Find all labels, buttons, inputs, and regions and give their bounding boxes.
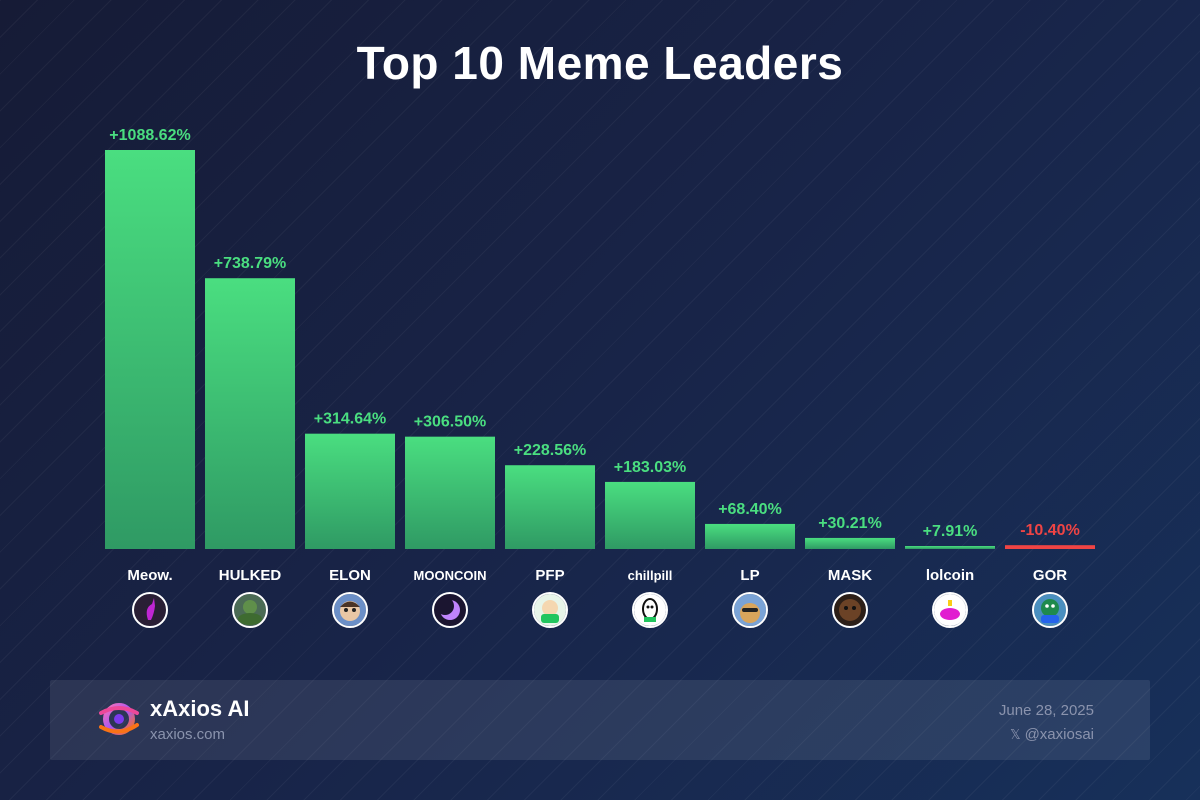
chart-title: Top 10 Meme Leaders (356, 37, 844, 89)
value-label: +306.50% (414, 414, 487, 431)
green-pfp-icon (532, 592, 568, 628)
bar-meow (105, 150, 195, 549)
x-logo-icon: 𝕏 (1010, 728, 1021, 743)
bar-lp (705, 523, 795, 549)
brand-name: xAxios AI (150, 696, 250, 721)
value-label: +7.91% (923, 523, 978, 540)
bar-hulked (205, 278, 295, 549)
category-label: chillpill (628, 568, 673, 583)
green-hulk-icon (232, 592, 268, 628)
footer-date: June 28, 2025 (998, 702, 1094, 719)
masked-dog-icon (832, 592, 868, 628)
value-label: +738.79% (214, 255, 287, 272)
category-label: ELON (329, 567, 371, 584)
category-label: GOR (1033, 567, 1067, 584)
pink-lolcoin-icon (932, 592, 968, 628)
category-label: PFP (535, 567, 564, 584)
social-handle-text: @xaxiosai (1024, 726, 1094, 743)
value-label: +1088.62% (109, 127, 190, 144)
bar-lolcoin (905, 546, 995, 549)
cartoon-elon-icon (332, 592, 368, 628)
value-label: +30.21% (818, 515, 882, 532)
category-label: HULKED (219, 567, 282, 584)
bar-elon (305, 433, 395, 549)
bar-chillpill (605, 481, 695, 549)
value-label: +68.40% (718, 501, 782, 518)
purple-cat-icon (132, 592, 168, 628)
green-gor-icon (1032, 592, 1068, 628)
bar-gor (1005, 545, 1095, 549)
xaxios-logo-icon (99, 703, 139, 735)
category-label: MOONCOIN (414, 568, 487, 583)
value-label: +183.03% (614, 459, 687, 476)
doge-lp-icon (732, 592, 768, 628)
footer-panel: xAxios AI xaxios.com June 28, 2025 𝕏 @xax… (50, 680, 1150, 760)
social-handle[interactable]: 𝕏 @xaxiosai (1010, 726, 1094, 743)
category-label: Meow. (127, 567, 172, 584)
brand-website[interactable]: xaxios.com (150, 726, 226, 743)
value-label: -10.40% (1020, 522, 1080, 539)
chillpill-face-icon (632, 592, 668, 628)
category-label: LP (740, 567, 759, 584)
category-label: MASK (828, 567, 872, 584)
bar-chart: +1088.62% Meow. +738.79% HULKED +314.64% ELON… (105, 127, 1095, 628)
crescent-moon-icon (432, 592, 468, 628)
value-label: +314.64% (314, 411, 387, 428)
bar-mask (805, 537, 895, 549)
bar-pfp (505, 465, 595, 549)
value-label: +228.56% (514, 442, 587, 459)
bar-mooncoin (405, 436, 495, 549)
category-label: lolcoin (926, 567, 974, 584)
